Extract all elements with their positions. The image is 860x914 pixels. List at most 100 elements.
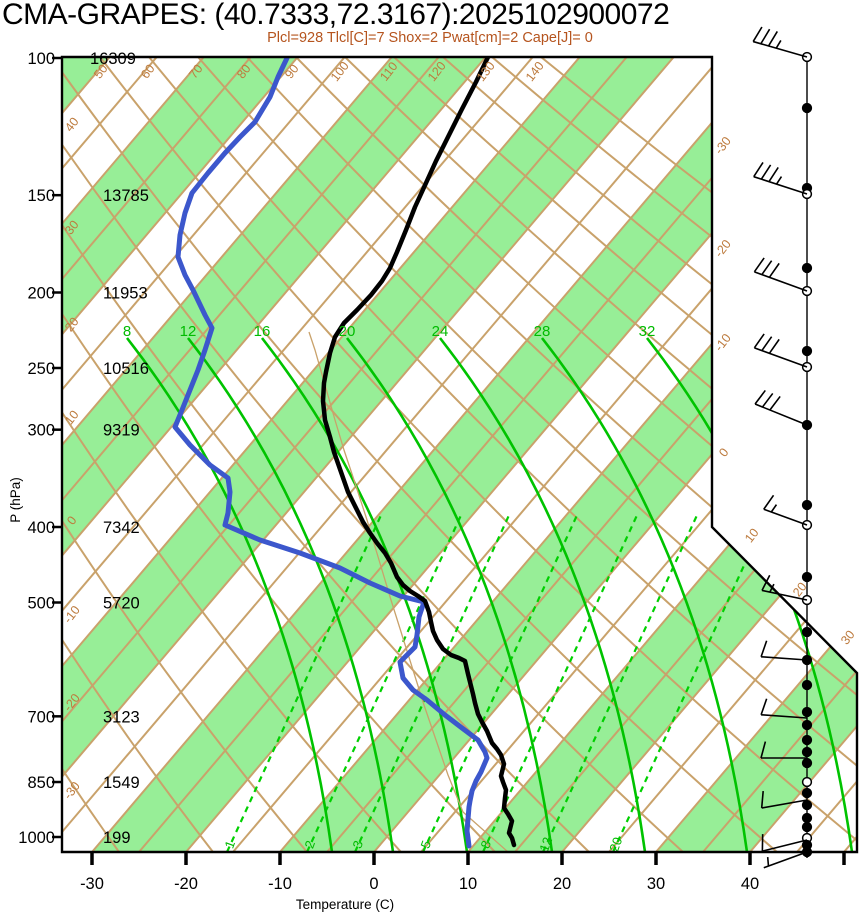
svg-text:90: 90 xyxy=(282,62,302,82)
temperature-axis-title: Temperature (C) xyxy=(296,897,394,912)
svg-text:24: 24 xyxy=(432,323,449,340)
svg-text:70: 70 xyxy=(186,62,206,82)
parcel-ascent-path xyxy=(308,331,509,852)
svg-text:-30: -30 xyxy=(61,779,83,802)
wind-barb xyxy=(754,389,808,426)
svg-text:300: 300 xyxy=(27,422,55,440)
svg-text:8: 8 xyxy=(477,838,494,850)
wind-barb xyxy=(761,574,808,601)
svg-text:500: 500 xyxy=(27,594,55,612)
station-circle-filled xyxy=(801,345,813,357)
svg-text:20: 20 xyxy=(553,875,571,893)
wind-barb xyxy=(760,698,808,719)
altitude-label: 199 xyxy=(103,829,131,847)
wind-barb xyxy=(761,834,808,852)
svg-text:1000: 1000 xyxy=(18,829,55,847)
pressure-axis: 100 16309 150 13785 200 11953 250 10516 300 9319 4… xyxy=(8,50,149,847)
svg-text:32: 32 xyxy=(639,323,656,340)
svg-text:28: 28 xyxy=(534,323,551,340)
svg-text:2: 2 xyxy=(301,838,318,850)
station-circle-filled xyxy=(801,102,813,114)
wind-barb xyxy=(752,26,808,58)
wind-barb xyxy=(760,741,807,759)
svg-text:150: 150 xyxy=(27,187,55,205)
svg-text:20: 20 xyxy=(606,835,625,854)
altitude-label: 1549 xyxy=(103,774,140,792)
svg-text:12: 12 xyxy=(536,835,555,854)
svg-text:40: 40 xyxy=(741,875,759,893)
svg-text:8: 8 xyxy=(123,323,131,340)
svg-text:20: 20 xyxy=(339,323,356,340)
altitude-label: 11953 xyxy=(103,285,148,303)
station-circle-filled xyxy=(801,719,813,731)
moist-adiabat-labels: 8 12 16 20 24 28 32 xyxy=(123,323,656,340)
svg-text:20: 20 xyxy=(62,315,82,335)
wind-profile xyxy=(752,26,813,869)
svg-text:-10: -10 xyxy=(712,331,734,354)
station-circle-filled xyxy=(801,679,813,691)
svg-text:3: 3 xyxy=(349,838,366,850)
svg-text:140: 140 xyxy=(523,59,547,84)
svg-text:12: 12 xyxy=(180,323,197,340)
pressure-axis-title: P (hPa) xyxy=(8,477,23,523)
altitude-label: 7342 xyxy=(103,519,140,537)
chart-title: CMA-GRAPES: (40.7333,72.3167):2025102900… xyxy=(2,0,670,31)
parcel-info-line: Plcl=928 Tlcl[C]=7 Shox=2 Pwat[cm]=2 Cap… xyxy=(267,30,593,46)
station-circle-open xyxy=(801,776,813,788)
svg-text:-10: -10 xyxy=(268,875,292,893)
svg-text:20: 20 xyxy=(790,580,810,600)
svg-text:10: 10 xyxy=(742,526,762,546)
altitude-label: 16309 xyxy=(90,50,136,68)
svg-text:5: 5 xyxy=(417,838,434,850)
svg-text:200: 200 xyxy=(27,285,55,303)
wind-barb xyxy=(760,790,808,809)
station-circle-filled xyxy=(801,746,813,758)
altitude-label: 13785 xyxy=(103,187,149,205)
station-circle-filled xyxy=(801,262,813,274)
station-circle-filled xyxy=(801,799,813,811)
wind-barb xyxy=(763,851,808,869)
wind-barb xyxy=(760,640,808,661)
station-circle-filled xyxy=(801,734,813,746)
svg-text:1: 1 xyxy=(221,838,238,850)
temperature-curve xyxy=(320,57,517,848)
svg-text:250: 250 xyxy=(27,360,55,378)
station-circle-filled xyxy=(801,812,813,824)
station-circle-filled xyxy=(801,499,813,511)
station-circle-filled xyxy=(801,571,813,583)
svg-text:50: 50 xyxy=(91,62,111,82)
dewpoint-curve xyxy=(172,57,490,849)
station-circle-filled xyxy=(801,626,813,638)
station-circle-filled xyxy=(801,706,813,718)
station-circle-filled xyxy=(801,757,813,769)
station-circle-filled xyxy=(801,821,813,833)
svg-text:0: 0 xyxy=(369,875,378,893)
altitude-label: 5720 xyxy=(103,594,140,612)
altitude-label: 9319 xyxy=(103,422,140,440)
svg-text:16: 16 xyxy=(254,323,271,340)
svg-text:0: 0 xyxy=(716,445,731,459)
svg-text:30: 30 xyxy=(62,218,82,238)
svg-text:400: 400 xyxy=(27,519,55,537)
wind-barb xyxy=(763,494,808,526)
svg-text:60: 60 xyxy=(138,62,158,82)
svg-text:100: 100 xyxy=(328,59,352,84)
svg-text:30: 30 xyxy=(647,875,665,893)
altitude-label: 10516 xyxy=(103,360,149,378)
plot-border xyxy=(60,55,859,854)
wind-barb xyxy=(753,162,808,195)
temperature-axis: -30 -20 -10 0 10 20 30 40 Temperature (C) xyxy=(80,853,846,912)
svg-text:10: 10 xyxy=(459,875,477,893)
wind-barb xyxy=(753,257,808,292)
svg-text:850: 850 xyxy=(27,774,55,792)
mixing-ratio-lines xyxy=(225,512,770,852)
svg-text:40: 40 xyxy=(62,115,82,135)
svg-text:30: 30 xyxy=(838,628,858,648)
station-circle-filled xyxy=(801,787,813,799)
wind-barb xyxy=(753,333,808,368)
svg-text:-30: -30 xyxy=(712,134,734,157)
svg-text:10: 10 xyxy=(62,408,82,428)
svg-text:-20: -20 xyxy=(712,237,734,260)
